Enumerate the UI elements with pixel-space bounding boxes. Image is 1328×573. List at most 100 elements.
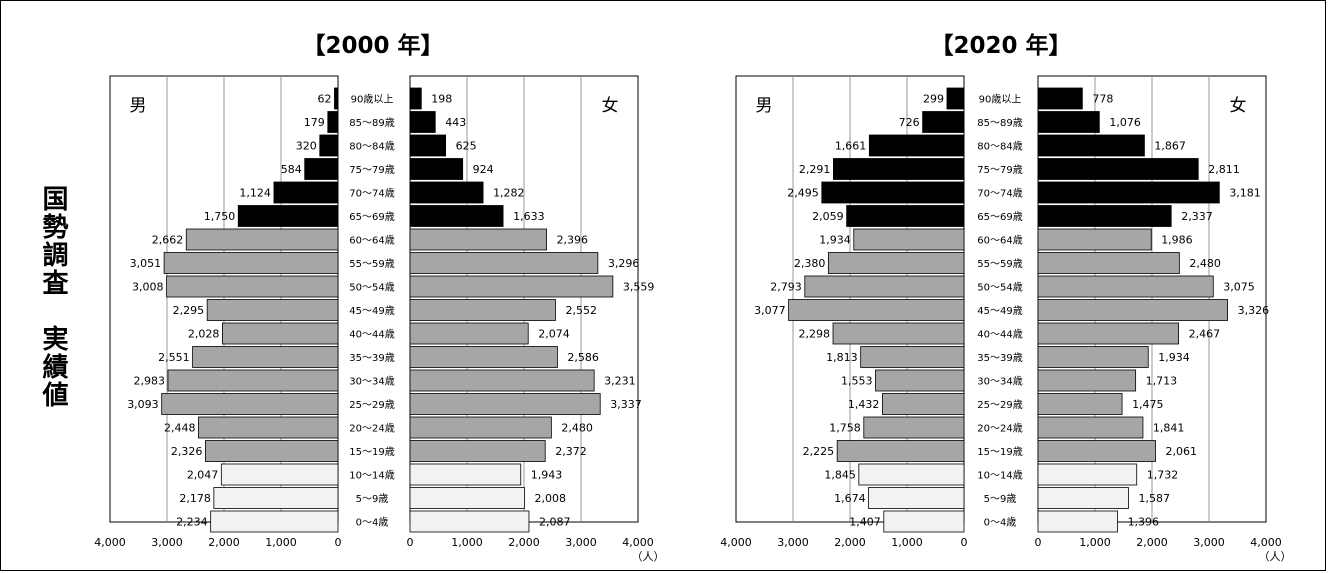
female-bar bbox=[409, 346, 558, 368]
female-value-label: 1,633 bbox=[513, 210, 545, 223]
female-value-label: 1,475 bbox=[1132, 398, 1164, 411]
female-value-label: 1,732 bbox=[1147, 469, 1179, 482]
male-value-label: 1,934 bbox=[819, 234, 851, 247]
female-tick-label: 1,000 bbox=[1079, 536, 1111, 549]
age-label: 65～69歳 bbox=[349, 211, 394, 223]
female-bar bbox=[1037, 369, 1137, 392]
female-tick-label: 4,000 bbox=[622, 536, 654, 549]
female-bar bbox=[1037, 252, 1180, 274]
male-value-label: 1,407 bbox=[849, 516, 881, 529]
male-bar bbox=[334, 87, 339, 110]
male-value-label: 3,093 bbox=[127, 398, 159, 411]
male-value-label: 1,845 bbox=[824, 469, 856, 482]
age-label: 20～24歳 bbox=[977, 423, 1022, 435]
female-value-label: 1,076 bbox=[1109, 116, 1141, 129]
male-value-label: 1,674 bbox=[834, 492, 866, 505]
male-tick-label: 1,000 bbox=[891, 536, 923, 549]
female-value-label: 3,075 bbox=[1223, 281, 1255, 294]
male-bar bbox=[222, 322, 339, 345]
male-tick-label: 4,000 bbox=[94, 536, 126, 549]
male-bar bbox=[206, 299, 339, 321]
male-bar bbox=[273, 181, 339, 204]
male-bar bbox=[788, 299, 965, 321]
age-label: 80～84歳 bbox=[977, 141, 1022, 153]
female-value-label: 625 bbox=[456, 140, 477, 153]
female-bar bbox=[409, 158, 464, 180]
age-label: 15～19歳 bbox=[977, 446, 1022, 458]
male-value-label: 2,234 bbox=[176, 516, 208, 529]
male-bar bbox=[946, 87, 965, 110]
female-bar bbox=[1037, 416, 1144, 439]
female-bar bbox=[409, 134, 447, 157]
male-bar bbox=[863, 416, 965, 439]
female-value-label: 3,296 bbox=[608, 257, 640, 270]
age-label: 60～64歳 bbox=[349, 235, 394, 247]
male-bar bbox=[832, 322, 965, 345]
age-label: 0～4歳 bbox=[984, 517, 1017, 529]
male-bar bbox=[804, 275, 965, 298]
age-label: 85～89歳 bbox=[977, 117, 1022, 129]
age-label: 80～84歳 bbox=[349, 141, 394, 153]
female-bar bbox=[1037, 463, 1138, 486]
female-label: 女 bbox=[1230, 96, 1247, 116]
age-label: 30～34歳 bbox=[977, 376, 1022, 388]
age-label: 50～54歳 bbox=[349, 282, 394, 294]
female-bar bbox=[1037, 134, 1145, 157]
female-bar bbox=[409, 322, 529, 345]
male-bar bbox=[185, 228, 339, 251]
female-value-label: 1,713 bbox=[1146, 375, 1178, 388]
male-value-label: 1,758 bbox=[829, 422, 861, 435]
male-bar bbox=[827, 252, 965, 274]
age-label: 45～49歳 bbox=[349, 305, 394, 317]
female-bar bbox=[1037, 440, 1156, 462]
male-bar bbox=[922, 111, 965, 133]
female-value-label: 1,986 bbox=[1161, 234, 1193, 247]
male-value-label: 2,178 bbox=[179, 492, 211, 505]
male-tick-label: 3,000 bbox=[777, 536, 809, 549]
female-bar bbox=[1037, 205, 1172, 227]
female-tick-label: 2,000 bbox=[508, 536, 540, 549]
male-tick-label: 0 bbox=[335, 536, 342, 549]
female-value-label: 3,326 bbox=[1238, 304, 1270, 317]
age-label: 55～59歳 bbox=[349, 258, 394, 270]
female-value-label: 2,396 bbox=[557, 234, 589, 247]
female-bar bbox=[1037, 111, 1100, 133]
male-value-label: 2,983 bbox=[133, 375, 165, 388]
male-bar bbox=[167, 369, 339, 392]
female-value-label: 1,943 bbox=[531, 469, 563, 482]
age-label: 20～24歳 bbox=[349, 423, 394, 435]
female-bar bbox=[409, 416, 552, 439]
age-label: 65～69歳 bbox=[977, 211, 1022, 223]
age-label: 25～29歳 bbox=[977, 399, 1022, 411]
female-value-label: 1,934 bbox=[1158, 351, 1190, 364]
female-bar bbox=[409, 87, 422, 110]
female-value-label: 778 bbox=[1092, 93, 1113, 106]
male-bar bbox=[163, 252, 339, 274]
male-value-label: 2,551 bbox=[158, 351, 190, 364]
female-value-label: 2,074 bbox=[538, 328, 570, 341]
male-bar bbox=[161, 393, 339, 415]
male-tick-label: 4,000 bbox=[720, 536, 752, 549]
female-value-label: 2,087 bbox=[539, 516, 571, 529]
age-label: 70～74歳 bbox=[977, 188, 1022, 200]
age-label: 70～74歳 bbox=[349, 188, 394, 200]
male-label: 男 bbox=[130, 96, 147, 116]
male-bar bbox=[881, 393, 965, 415]
female-bar bbox=[409, 228, 547, 251]
female-bar bbox=[1037, 487, 1129, 509]
female-tick-label: 3,000 bbox=[565, 536, 597, 549]
male-tick-label: 0 bbox=[961, 536, 968, 549]
female-tick-label: 4,000 bbox=[1250, 536, 1282, 549]
female-value-label: 2,480 bbox=[1189, 257, 1221, 270]
unit-label: （人） bbox=[632, 550, 665, 563]
male-value-label: 179 bbox=[304, 116, 325, 129]
female-bar bbox=[1037, 87, 1083, 110]
female-bar bbox=[1037, 275, 1214, 298]
female-value-label: 3,231 bbox=[604, 375, 636, 388]
male-value-label: 2,380 bbox=[794, 257, 826, 270]
age-label: 40～44歳 bbox=[349, 329, 394, 341]
male-bar bbox=[858, 463, 965, 486]
male-bar bbox=[846, 205, 965, 227]
male-value-label: 299 bbox=[923, 93, 944, 106]
male-value-label: 2,059 bbox=[812, 210, 844, 223]
